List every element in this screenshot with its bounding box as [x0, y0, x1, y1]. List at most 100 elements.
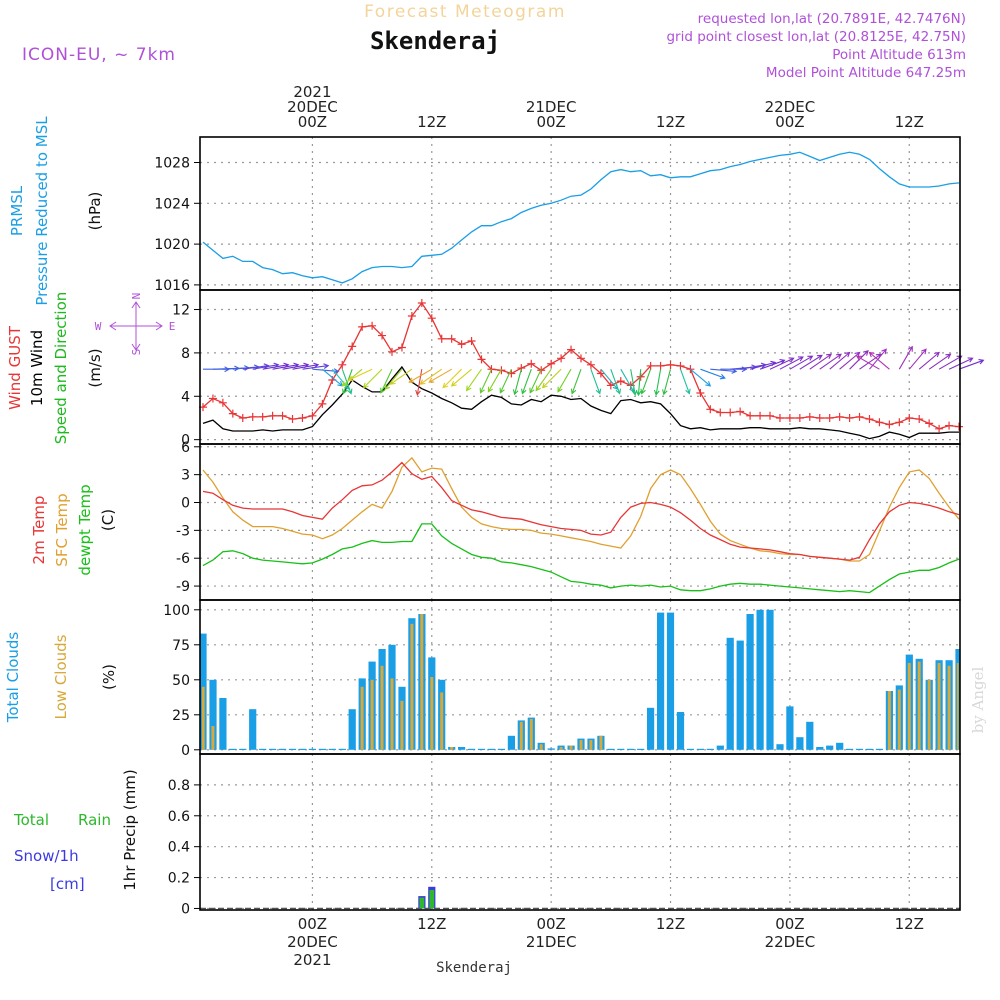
gust-marker: [945, 421, 954, 430]
total-cloud-bar: [806, 721, 814, 750]
total-cloud-bar: [259, 748, 267, 750]
gust-marker: [557, 354, 566, 363]
y-tick-label: 6: [181, 440, 190, 456]
gust-marker: [686, 365, 695, 374]
wind-direction-arrow: [341, 369, 353, 395]
gust-marker: [527, 359, 536, 368]
gust-marker: [835, 412, 844, 421]
wind-direction-arrow: [570, 369, 582, 395]
top-time-label: 12Z: [895, 113, 924, 131]
gust-marker: [925, 419, 934, 428]
total-cloud-bar: [696, 748, 704, 750]
total-cloud-bar: [487, 748, 496, 750]
compass-icon: W E N S: [95, 293, 176, 356]
pressure-line: [202, 151, 960, 284]
wind-direction-arrow: [487, 368, 502, 393]
wind-direction-arrow: [779, 356, 804, 370]
total-cloud-bar: [507, 735, 515, 750]
wind-direction-arrow: [341, 368, 363, 387]
bottom-time-label: 12Z: [656, 915, 685, 933]
pressure-panel-border: [199, 136, 961, 291]
y-tick-label: 1028: [154, 156, 190, 172]
wind-direction-arrow: [819, 353, 842, 370]
precip-unit: 1hr Precip (mm): [121, 769, 139, 890]
total-cloud-bar: [288, 748, 297, 750]
temperature-panel: -9 -6 -3 0 3 6: [176, 440, 960, 600]
gust-marker: [298, 413, 307, 422]
gust-marker: [756, 411, 765, 420]
y-tick-label: 0.2: [168, 871, 190, 887]
total-cloud-bar: [497, 748, 505, 750]
wind-direction-arrow: [408, 368, 433, 383]
y-tick-label: 0: [181, 433, 190, 449]
gust-marker: [308, 411, 317, 420]
total-cloud-bar: [816, 747, 824, 750]
total-cloud-bar: [229, 748, 237, 750]
total-cloud-bar: [786, 706, 794, 750]
low-cloud-bar: [410, 623, 414, 750]
y-tick-label: -3: [176, 523, 190, 539]
compass-east: E: [169, 320, 176, 333]
low-cloud-bar: [440, 692, 444, 750]
wind-direction-arrow: [521, 369, 532, 395]
low-cloud-bar: [519, 721, 523, 750]
wind-direction-arrow: [450, 368, 472, 387]
wind-direction-arrow: [679, 369, 691, 395]
wind-direction-arrow: [389, 368, 413, 385]
wind-direction-arrow: [662, 369, 672, 396]
gust-marker: [616, 377, 625, 386]
total-cloud-bar: [716, 745, 724, 750]
model-label: ICON-EU, ~ 7km: [22, 45, 176, 65]
wind-speed-line: [202, 365, 959, 440]
low-cloud-bar: [430, 677, 434, 750]
wind-direction-arrow: [362, 368, 383, 389]
total-cloud-bar: [477, 748, 486, 750]
total-cloud-bar: [706, 748, 714, 750]
gust-marker: [228, 409, 237, 418]
wind-direction-arrow: [938, 355, 963, 370]
total-cloud-bar: [617, 748, 625, 750]
gust-marker: [437, 334, 446, 343]
y-tick-label: 50: [172, 673, 190, 689]
compass-south: S: [130, 349, 143, 356]
wind-direction-arrow: [380, 368, 393, 394]
gust-marker: [646, 361, 655, 370]
gust-marker: [815, 413, 824, 422]
gust-marker: [358, 322, 367, 331]
rain-bar: [429, 889, 435, 909]
y-tick-label: 0.8: [168, 778, 190, 794]
total-cloud-bar: [209, 679, 217, 750]
precip-total-label: Total: [13, 811, 49, 829]
low-cloud-bar: [589, 740, 593, 750]
low-cloud-bar: [937, 663, 941, 750]
model-altitude: Model Point Altitude 647.25m: [766, 65, 966, 81]
wind-direction-arrow: [479, 368, 492, 394]
wind-gust-label: Wind GUST: [6, 325, 24, 410]
gust-marker: [785, 413, 794, 422]
low-cloud-bar: [917, 661, 921, 750]
total-cloud-bar: [736, 640, 744, 750]
total-cloud-bar: [776, 744, 784, 750]
bottom-time-label: 00Z: [775, 915, 804, 933]
total-cloud-bar: [726, 637, 734, 750]
y-tick-label: 0: [181, 901, 190, 917]
wind-direction-arrow: [419, 368, 443, 385]
total-cloud-bar: [875, 748, 883, 750]
gust-marker: [338, 360, 347, 369]
gust-marker: [407, 312, 416, 321]
pressure-label-long: Pressure Reduced to MSL: [33, 116, 51, 306]
low-cloud-bar: [211, 726, 215, 750]
total-cloud-bar: [637, 748, 645, 750]
requested-coords: requested lon,lat (20.7891E, 42.7476N): [698, 11, 966, 27]
gust-marker: [318, 399, 327, 408]
total-cloud-bar: [676, 712, 685, 750]
wind-direction-arrow: [868, 351, 890, 370]
top-time-label: 12Z: [656, 113, 685, 131]
wind-direction-arrow: [590, 369, 602, 395]
low-cloud-bar: [390, 678, 394, 750]
wind-direction-arrow: [442, 368, 462, 389]
low-cloud-bar: [529, 719, 533, 750]
precip-snow-label: Snow/1h: [14, 847, 79, 865]
